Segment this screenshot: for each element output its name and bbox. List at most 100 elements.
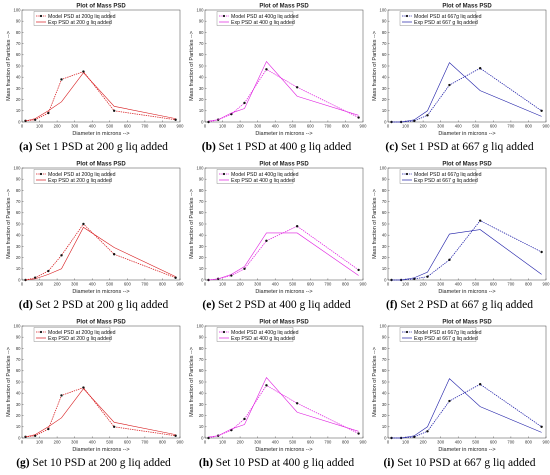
y-tick-label: 70 — [382, 41, 387, 46]
model-data-point — [47, 112, 49, 114]
x-tick-label: 300 — [71, 440, 79, 445]
y-tick-label: 70 — [199, 41, 204, 46]
x-axis-label: Diameter in microns --> — [255, 289, 312, 295]
legend-entry: Exp PSD at 400 g liq added — [231, 20, 295, 26]
y-tick-label: 100 — [380, 7, 388, 12]
subfigure-caption: (c) Set 1 PSD at 667 g liq added — [368, 141, 550, 153]
y-tick-label: 100 — [14, 323, 22, 328]
x-axis-label: Diameter in microns --> — [255, 131, 312, 137]
model-data-point — [113, 253, 115, 255]
x-tick-label: 0 — [387, 282, 390, 287]
model-data-point — [47, 428, 49, 430]
y-tick-label: 90 — [199, 177, 204, 182]
x-tick-label: 400 — [89, 440, 97, 445]
y-tick-label: 60 — [199, 52, 204, 57]
y-tick-label: 50 — [382, 379, 387, 384]
x-tick-label: 900 — [360, 124, 368, 129]
caption-letter: (g) — [16, 457, 29, 469]
legend-marker — [406, 173, 408, 175]
chart-title: Plot of Mass PSD — [76, 320, 126, 326]
caption-text: Set 2 PSD at 200 g liq added — [33, 299, 168, 311]
x-tick-label: 200 — [420, 282, 428, 287]
x-tick-label: 800 — [525, 282, 533, 287]
x-tick-label: 800 — [159, 124, 167, 129]
y-tick-label: 10 — [199, 266, 204, 271]
x-tick-label: 800 — [525, 440, 533, 445]
x-tick-label: 400 — [455, 440, 463, 445]
y-tick-label: 30 — [16, 402, 21, 407]
x-tick-label: 800 — [342, 124, 350, 129]
chart-title: Plot of Mass PSD — [259, 4, 309, 10]
chart-title: Plot of Mass PSD — [442, 320, 492, 326]
model-data-point — [357, 116, 359, 118]
y-tick-label: 40 — [16, 391, 21, 396]
y-tick-label: 40 — [382, 75, 387, 80]
caption-letter: (i) — [383, 457, 394, 469]
legend-marker — [40, 15, 42, 17]
y-tick-label: 100 — [197, 7, 205, 12]
y-tick-label: 40 — [16, 75, 21, 80]
y-tick-label: 80 — [16, 30, 21, 35]
x-tick-label: 600 — [307, 440, 315, 445]
model-data-point — [47, 270, 49, 272]
model-data-point — [448, 259, 450, 261]
x-tick-label: 400 — [455, 124, 463, 129]
model-data-point — [426, 275, 428, 277]
x-tick-label: 600 — [490, 440, 498, 445]
x-tick-label: 0 — [387, 124, 390, 129]
y-tick-label: 80 — [382, 346, 387, 351]
chart-title: Plot of Mass PSD — [259, 162, 309, 168]
y-tick-label: 70 — [382, 199, 387, 204]
chart-title: Plot of Mass PSD — [442, 162, 492, 168]
x-tick-label: 300 — [71, 124, 79, 129]
x-tick-label: 0 — [21, 282, 24, 287]
x-tick-label: 400 — [272, 124, 280, 129]
y-tick-label: 50 — [199, 221, 204, 226]
y-tick-label: 30 — [16, 86, 21, 91]
y-axis-label: Mass fraction of Particles --> — [6, 347, 12, 417]
x-tick-label: 600 — [124, 124, 132, 129]
x-axis-label: Diameter in microns --> — [72, 289, 129, 295]
x-tick-label: 0 — [21, 440, 24, 445]
caption-text: Set 10 PSD at 200 g liq added — [30, 457, 171, 469]
x-tick-label: 200 — [54, 124, 62, 129]
x-tick-label: 100 — [219, 124, 227, 129]
legend-marker — [406, 15, 408, 17]
x-tick-label: 300 — [254, 440, 262, 445]
y-tick-label: 40 — [199, 391, 204, 396]
x-axis-label: Diameter in microns --> — [72, 131, 129, 137]
x-tick-label: 800 — [159, 440, 167, 445]
legend-entry: Exp PSD at 200 g liq added — [48, 336, 112, 342]
x-tick-label: 500 — [106, 124, 114, 129]
x-tick-label: 400 — [89, 282, 97, 287]
y-tick-label: 30 — [199, 244, 204, 249]
y-tick-label: 50 — [16, 221, 21, 226]
x-tick-label: 0 — [204, 282, 207, 287]
y-tick-label: 50 — [16, 379, 21, 384]
y-tick-label: 10 — [382, 266, 387, 271]
x-tick-label: 100 — [402, 440, 410, 445]
x-tick-label: 100 — [36, 440, 44, 445]
caption-letter: (c) — [385, 141, 398, 153]
y-tick-label: 70 — [199, 357, 204, 362]
legend-marker — [40, 331, 42, 333]
model-data-point — [174, 435, 176, 437]
model-data-point — [357, 269, 359, 271]
subfigure-caption: (b) Set 1 PSD at 400 g liq added — [185, 141, 368, 153]
y-tick-label: 60 — [199, 210, 204, 215]
chart-title: Plot of Mass PSD — [76, 162, 126, 168]
y-tick-label: 40 — [199, 233, 204, 238]
y-tick-label: 80 — [199, 346, 204, 351]
y-tick-label: 70 — [16, 41, 21, 46]
x-tick-label: 300 — [71, 282, 79, 287]
y-tick-label: 70 — [199, 199, 204, 204]
y-axis-label: Mass fraction of Particles --> — [372, 31, 378, 101]
y-tick-label: 30 — [199, 402, 204, 407]
